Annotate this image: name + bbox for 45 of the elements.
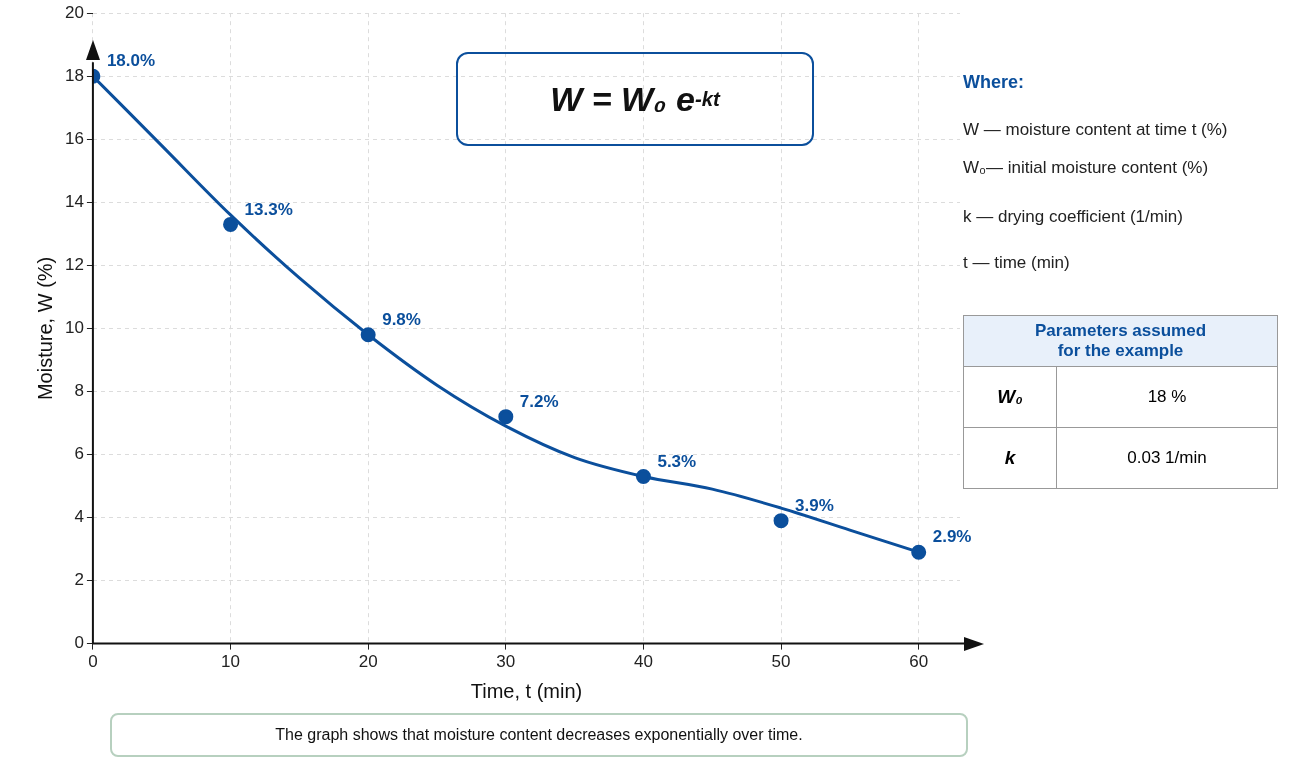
x-tick-label: 0	[88, 652, 98, 672]
y-tick-label: 12	[64, 255, 84, 275]
text: Parameters assumed for the example	[963, 315, 1278, 367]
y-tick-label: 8	[74, 381, 84, 401]
point	[635, 469, 651, 485]
y-tick-label: 2	[74, 570, 84, 590]
data-label: 2.9%	[932, 527, 972, 547]
y-tick-label: 4	[74, 507, 84, 527]
point	[360, 327, 376, 343]
x-tick-label: 10	[221, 652, 240, 672]
x-tick-label: 60	[909, 652, 929, 672]
text: t — time (min)	[963, 253, 1070, 273]
text: W₀— initial moisture content (%)	[963, 158, 1209, 178]
text: 0.03 1/min	[1056, 427, 1278, 489]
text: k — drying coefficient (1/min)	[963, 207, 1183, 227]
point	[911, 544, 927, 560]
data-label: 5.3%	[657, 451, 697, 471]
data-label: 13.3%	[244, 199, 293, 219]
data-label: 18.0%	[106, 51, 156, 71]
point	[498, 409, 514, 425]
text: W — moisture content at time t (%)	[963, 120, 1228, 140]
x-tick-label: 50	[771, 652, 791, 672]
y-axis-title: Moisture, W (%)	[33, 256, 56, 401]
text: 18 %	[1056, 366, 1278, 428]
text: The graph shows that moisture content decreases exponentially over time.	[110, 713, 968, 757]
y-tick-label: 16	[64, 128, 84, 148]
text: Where:	[963, 72, 1025, 93]
data-label: 9.8%	[382, 309, 421, 329]
y-tick-label: 0	[74, 633, 84, 653]
y-tick-label: 20	[64, 2, 84, 22]
data-label: 7.2%	[519, 391, 559, 411]
point	[223, 216, 239, 232]
data-label: 3.9%	[795, 495, 834, 515]
point	[773, 513, 789, 529]
x-tick-label: 40	[633, 652, 653, 672]
x-tick-label: 20	[358, 652, 378, 672]
x-axis-title: Time, t (min)	[470, 679, 583, 702]
annotation: W = W₀ e$^{-kt}$	[456, 52, 814, 146]
y-tick-label: 14	[64, 192, 84, 212]
y-tick-label: 18	[64, 65, 84, 85]
text: W₀	[963, 366, 1057, 428]
text: k	[963, 427, 1057, 489]
x-tick-label: 30	[496, 652, 516, 672]
y-tick-label: 6	[74, 444, 84, 464]
y-tick-label: 10	[64, 318, 84, 338]
